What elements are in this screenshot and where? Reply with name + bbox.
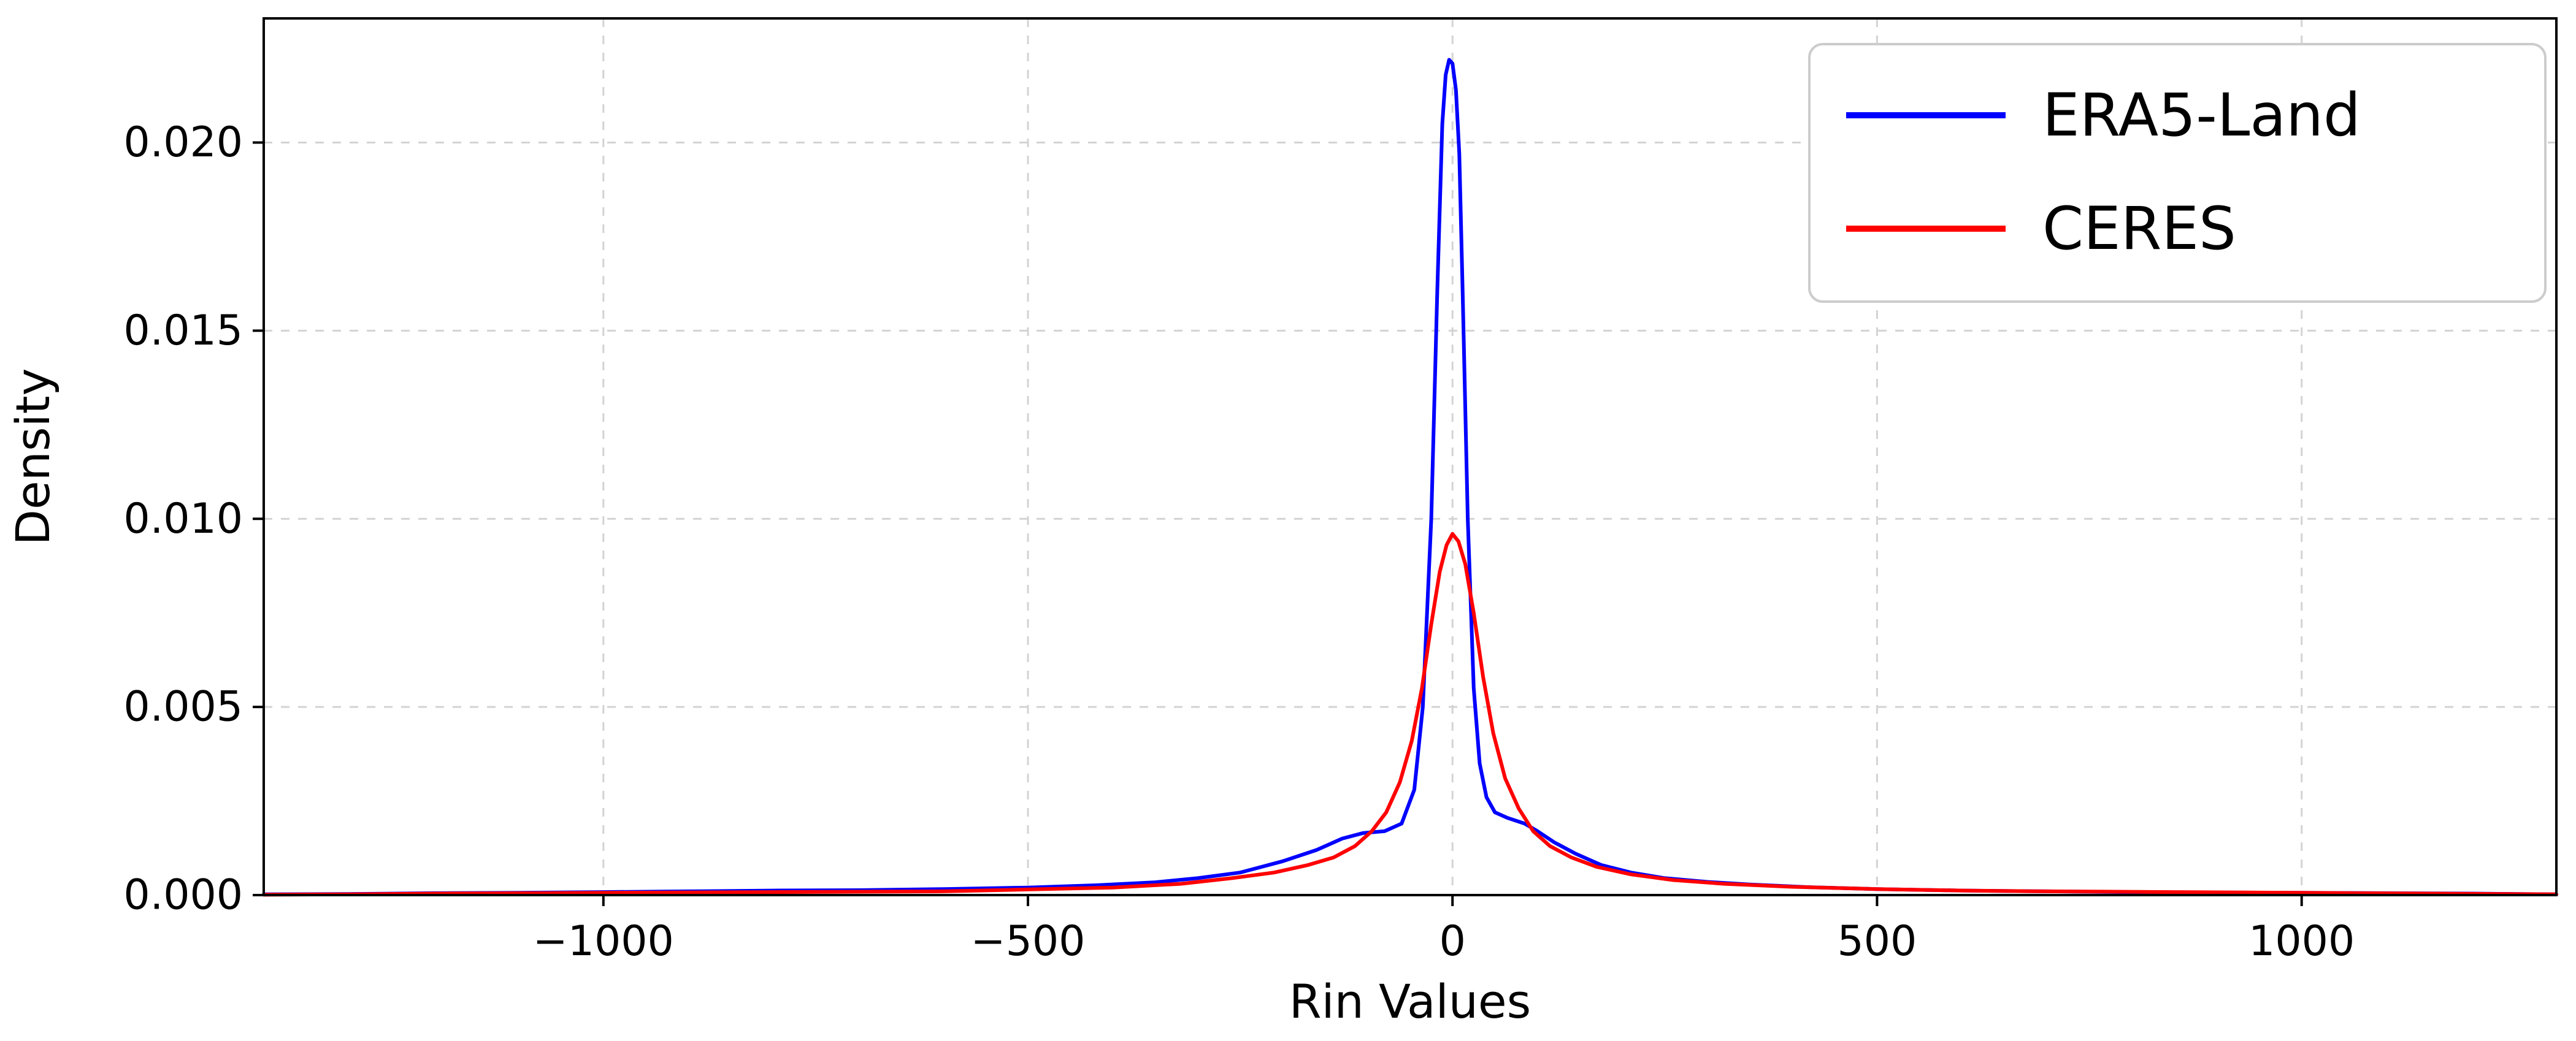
legend-label-era5-land: ERA5-Land <box>2042 81 2361 150</box>
series-line-ceres <box>262 532 2558 897</box>
series-layer <box>262 58 2558 897</box>
y-tick-label: 0.005 <box>123 683 243 731</box>
x-tick-label: 1000 <box>2248 917 2355 966</box>
legend: ERA5-Land CERES <box>1808 43 2547 303</box>
y-tick-label: 0.015 <box>123 307 243 355</box>
x-tick-label: −500 <box>971 917 1086 966</box>
y-axis-label: Density <box>6 368 60 546</box>
y-tick-label: 0.020 <box>123 118 243 167</box>
y-tick-label: 0.000 <box>123 871 243 920</box>
y-tick-label: 0.010 <box>123 495 243 543</box>
x-tick-label: −1000 <box>533 917 674 966</box>
legend-box <box>1808 43 2547 303</box>
legend-label-ceres: CERES <box>2042 194 2236 263</box>
x-tick-label: 500 <box>1838 917 1917 966</box>
tick-layer: −1000 −500 0 500 1000 0.000 0.005 0.010 0.015 0.0… <box>123 118 2355 966</box>
x-tick-label: 0 <box>1439 917 1466 966</box>
axes-box <box>263 17 2558 896</box>
x-axis-label: Rin Values <box>1289 974 1531 1029</box>
